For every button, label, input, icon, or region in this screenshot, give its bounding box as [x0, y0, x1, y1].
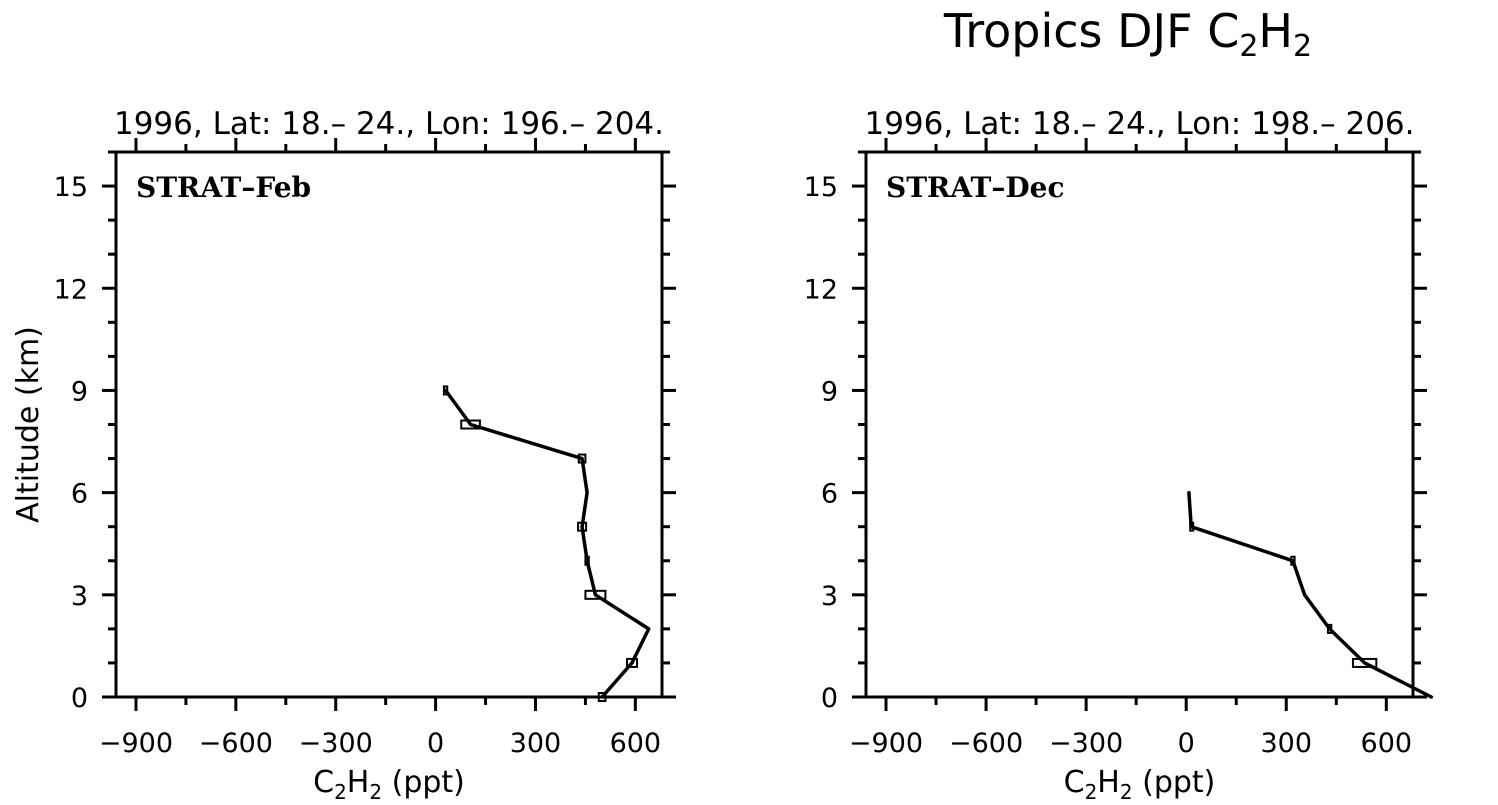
chart-1-x-tick-label: 0 — [1178, 728, 1195, 759]
chart-0-profile-line — [443, 388, 651, 699]
chart-0-error-box — [460, 419, 481, 430]
chart-0-x-tick-label: −600 — [199, 728, 273, 759]
chart-0-y-tick-label: 15 — [54, 172, 88, 203]
chart-panel-dec: −900 −600 −300 0 300 600 0 3 6 9 12 15 1996, Lat: 18… — [804, 106, 1434, 804]
chart-1-subtitle: 1996, Lat: 18.– 24., Lon: 198.– 206. — [864, 106, 1414, 142]
chart-0-error-box — [584, 555, 590, 566]
chart-1-error-box — [1326, 623, 1333, 634]
chart-panel-feb: −900 −600 −300 0 300 600 0 3 6 9 12 15 1996, Lat: 18… — [11, 106, 676, 804]
figure-title: Tropics DJF C2H2 — [943, 4, 1312, 64]
chart-1-error-box — [1351, 657, 1378, 668]
chart-0-error-box — [442, 385, 449, 396]
chart-1-plot-frame — [864, 150, 1415, 699]
chart-1-profile-line — [1187, 490, 1434, 699]
chart-1-error-box — [1290, 555, 1296, 566]
chart-0-y-tick-label: 0 — [71, 683, 88, 714]
chart-0-y-tick-label: 12 — [54, 274, 88, 305]
chart-1-x-tick-label: −900 — [849, 728, 923, 759]
chart-0-plot-frame — [114, 150, 664, 699]
chart-0-x-tick-label: 0 — [427, 728, 444, 759]
chart-0-y-tick-label: 9 — [71, 376, 88, 407]
chart-0-x-tick-label: 600 — [610, 728, 662, 759]
chart-0-error-box — [577, 453, 587, 464]
chart-1-x-tick-label: 600 — [1361, 728, 1413, 759]
chart-0-y-tick-label: 6 — [71, 479, 88, 510]
chart-1-x-tick-label: 300 — [1260, 728, 1312, 759]
chart-0-x-tick-label: −300 — [299, 728, 373, 759]
chart-1-y-tick-label: 12 — [804, 274, 838, 305]
chart-1-y-tick-label: 3 — [821, 581, 838, 612]
chart-0-error-box — [577, 521, 588, 532]
chart-0-subtitle: 1996, Lat: 18.– 24., Lon: 196.– 204. — [114, 106, 664, 142]
chart-1-x-tick-label: −300 — [1049, 728, 1123, 759]
chart-1-y-tick-label: 9 — [821, 376, 838, 407]
chart-1-y-tick-label: 15 — [804, 172, 838, 203]
chart-0-error-box — [584, 589, 607, 600]
chart-1-y-tick-label: 6 — [821, 479, 838, 510]
chart-1-error-box — [1189, 521, 1195, 532]
chart-0-y-tick-label: 3 — [71, 581, 88, 612]
chart-0-y-axis-label: Altitude (km) — [11, 326, 46, 523]
chart-1-y-tick-label: 0 — [821, 683, 838, 714]
chart-0-error-box — [597, 692, 607, 702]
chart-1-x-tick-label: −600 — [949, 728, 1023, 759]
chart-0-error-box — [626, 657, 639, 668]
chart-0-x-tick-label: −900 — [99, 728, 173, 759]
chart-0-x-tick-label: 300 — [510, 728, 562, 759]
chart-0-x-axis-label: C2H2 (ppt) — [313, 765, 465, 804]
chart-1-panel-label: STRAT–Dec — [886, 171, 1065, 204]
chart-1-x-axis-label: C2H2 (ppt) — [1064, 765, 1216, 804]
chart-0-panel-label: STRAT–Feb — [136, 171, 311, 204]
